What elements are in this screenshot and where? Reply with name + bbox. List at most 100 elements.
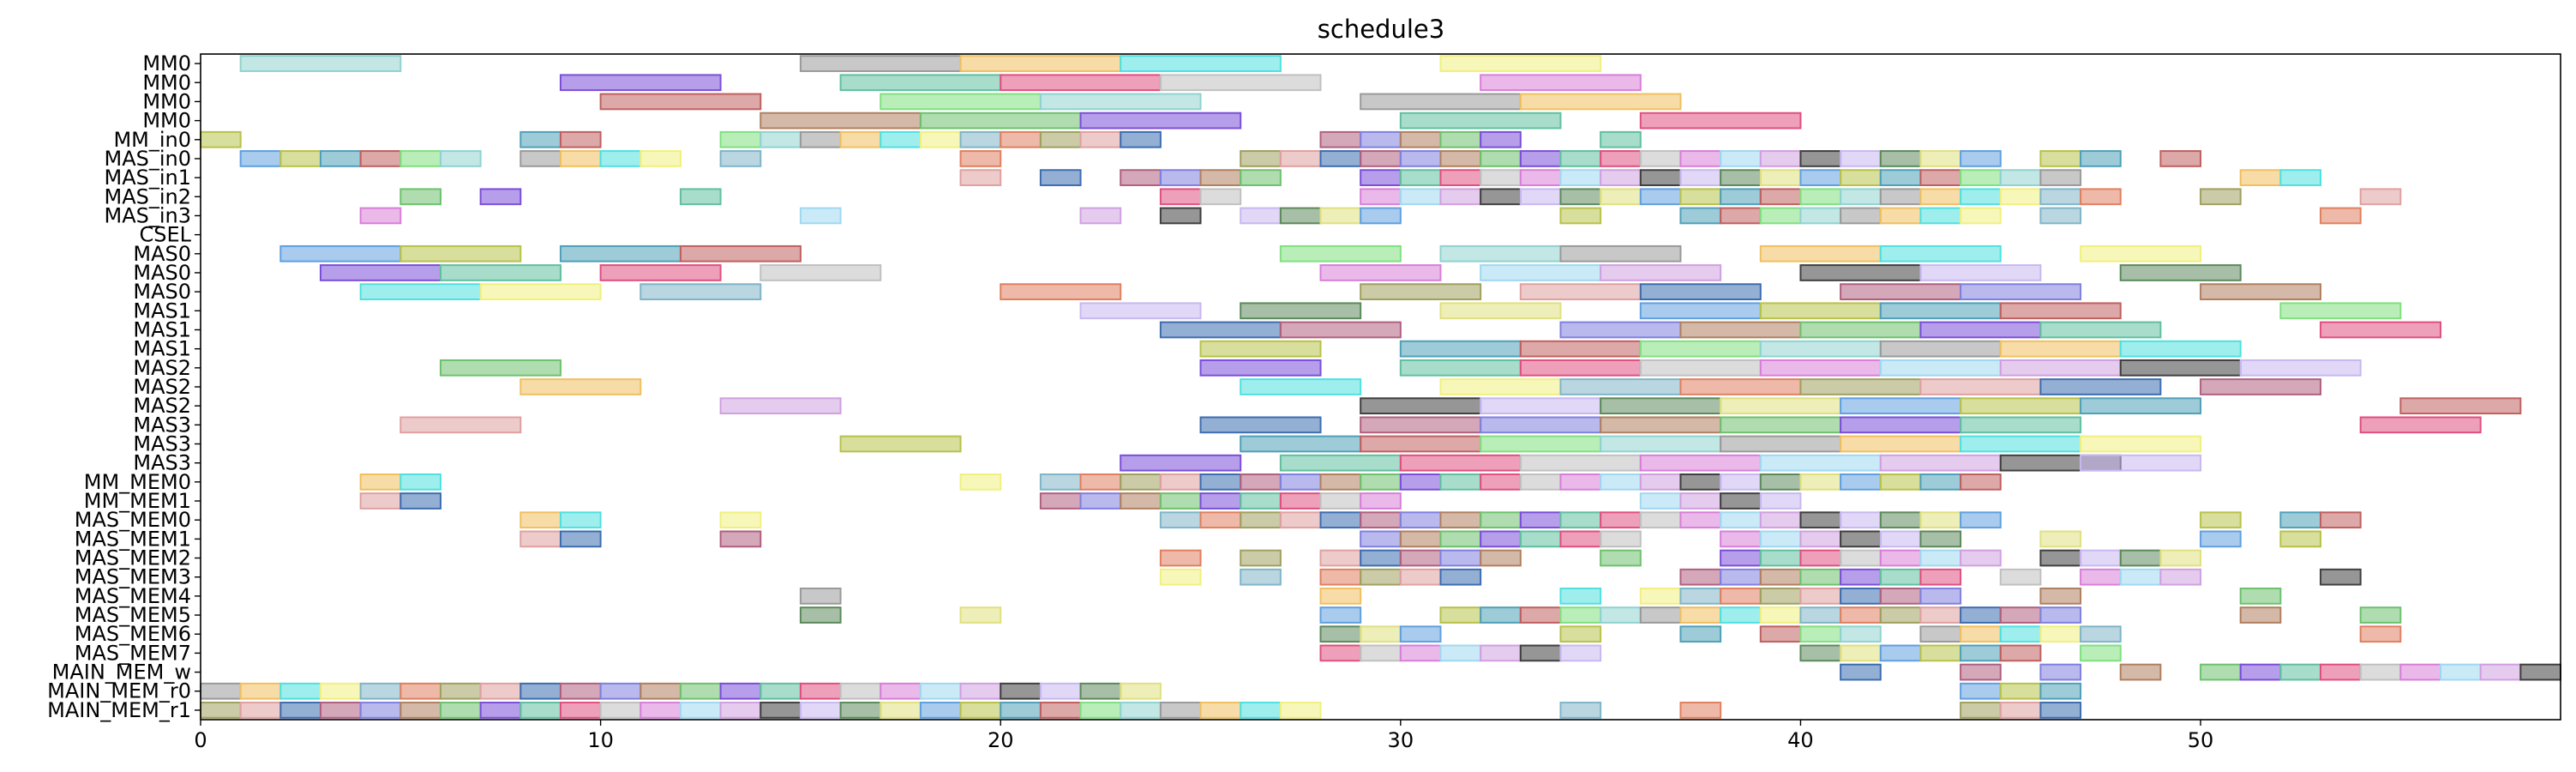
task-bar (1279, 492, 1322, 510)
task-bar (719, 682, 762, 700)
task-bar (1159, 549, 1202, 567)
y-tick-label: MAS1 (133, 337, 191, 361)
task-bar (1439, 130, 1482, 148)
task-bar (719, 530, 762, 548)
task-bar (1319, 511, 1362, 529)
task-bar (1679, 511, 1722, 529)
task-bar (1360, 435, 1482, 453)
task-bar (1639, 511, 1682, 529)
task-bar (319, 150, 362, 167)
task-bar (1319, 492, 1362, 510)
task-bar (1319, 606, 1362, 624)
task-bar (1960, 549, 2002, 567)
task-bar (1799, 378, 1922, 395)
task-bar (1879, 244, 2002, 262)
task-bar (1600, 549, 1642, 567)
task-bar (1840, 169, 1882, 186)
task-bar (1480, 169, 1522, 186)
task-bar (1639, 188, 1682, 206)
task-bar (1439, 302, 1562, 320)
task-bar (1000, 702, 1042, 719)
task-bar (2080, 549, 2122, 567)
task-bar (799, 207, 842, 225)
task-bar (1999, 302, 2122, 320)
task-bar (1999, 625, 2042, 643)
task-bar (1600, 150, 1642, 167)
task-bar (1639, 283, 1762, 301)
task-bar (439, 150, 482, 167)
task-bar (639, 283, 762, 301)
task-bar (1600, 264, 1722, 281)
y-tick-label: MAS1 (133, 317, 191, 341)
task-bar (1879, 169, 1922, 186)
task-bar (1919, 530, 1962, 548)
task-bar (559, 74, 722, 92)
task-bar (1480, 644, 1522, 662)
task-bar (2119, 340, 2242, 358)
task-bar (919, 112, 1082, 130)
task-bar (1799, 644, 1842, 662)
task-bar (1799, 549, 1842, 567)
task-bar (2200, 378, 2322, 395)
task-bar (1240, 169, 1282, 186)
task-bar (1000, 283, 1122, 301)
task-bar (1639, 606, 1682, 624)
task-bar (2080, 188, 2122, 206)
task-bar (599, 150, 642, 167)
task-bar (1840, 625, 1882, 643)
task-bar (1319, 568, 1362, 586)
task-bar (2359, 606, 2402, 624)
task-bar (559, 244, 682, 262)
task-bar (1039, 93, 1202, 111)
task-bar (1879, 302, 2002, 320)
y-tick-label: MAS_MEM0 (75, 508, 191, 532)
task-bar (1840, 435, 1962, 453)
task-bar (2200, 511, 2242, 529)
task-bar (1799, 568, 1842, 586)
task-bar (1480, 473, 1522, 491)
task-bar (1480, 74, 1642, 92)
task-bar (1559, 378, 1682, 395)
task-bar (1840, 207, 1882, 225)
task-bar (2440, 663, 2482, 681)
task-bar (1759, 302, 1882, 320)
task-bar (2039, 169, 2082, 186)
task-bar (1559, 530, 1602, 548)
task-bar (959, 473, 1002, 491)
task-bar (1039, 492, 1082, 510)
task-bar (1559, 588, 1602, 605)
task-bar (1120, 454, 1242, 472)
task-bar (1360, 549, 1402, 567)
task-bar (1039, 473, 1082, 491)
task-bar (1840, 606, 1882, 624)
task-bar (1960, 283, 2082, 301)
task-bar (880, 130, 922, 148)
task-bar (519, 682, 561, 700)
task-bar (1240, 549, 1282, 567)
task-bar (1840, 188, 1882, 206)
task-bar (1399, 530, 1442, 548)
task-bar (1879, 549, 1922, 567)
task-bar (1199, 169, 1242, 186)
task-bar (2279, 302, 2402, 320)
task-bar (1679, 492, 1722, 510)
task-bar (1840, 568, 1882, 586)
task-bar (1559, 150, 1602, 167)
task-bar (359, 682, 402, 700)
task-bar (1480, 130, 1522, 148)
task-bar (1720, 511, 1762, 529)
task-bar (1279, 702, 1322, 719)
task-bar (2119, 359, 2242, 377)
task-bar (839, 702, 882, 719)
task-bar (1240, 568, 1282, 586)
task-bar (1759, 207, 1802, 225)
task-bar (1240, 492, 1282, 510)
task-bar (1720, 473, 1762, 491)
task-bar (679, 188, 722, 206)
task-bar (359, 473, 402, 491)
task-bar (479, 188, 522, 206)
y-tick-label: CSEL (139, 223, 191, 247)
task-bar (1639, 492, 1682, 510)
task-bar (599, 264, 722, 281)
task-bar (319, 682, 362, 700)
